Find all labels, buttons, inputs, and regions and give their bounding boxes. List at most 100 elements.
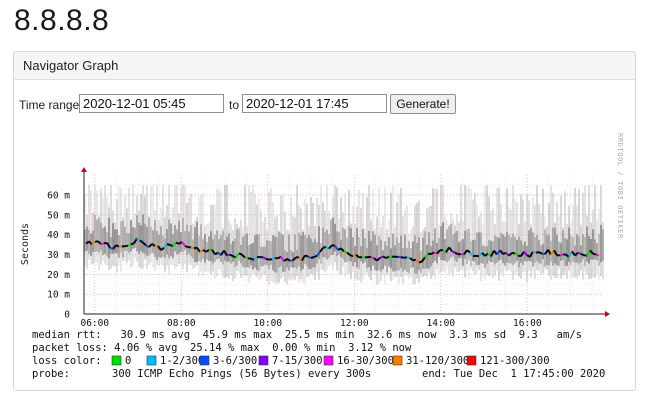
smoke-band-inner [380,239,382,272]
smoke-band-inner [356,228,358,268]
smoke-band-inner [538,240,540,263]
median-segment [328,244,333,250]
smoke-band-inner [518,236,520,268]
smoke-band-inner [358,237,360,269]
smoke-band-inner [568,227,570,263]
smoke-band-outer [520,194,522,279]
smoke-band-inner [204,233,206,263]
median-segment [148,243,153,248]
smoke-band-inner [444,238,446,261]
smoke-band-inner [182,217,184,253]
smoke-band-outer [182,185,184,270]
smoke-band-outer [274,216,276,283]
smoke-band-inner [166,229,168,255]
smoke-band-inner [196,221,198,262]
smoke-band-inner [98,217,100,253]
smoke-band-inner [116,229,118,254]
smoke-band-inner [242,236,244,268]
median-segment [277,255,282,260]
smoke-band-inner [488,240,490,261]
median-segment [415,259,420,264]
smoke-band-outer [400,187,402,277]
smoke-band-outer [538,204,540,272]
median-segment [355,253,360,259]
smoke-band-outer [394,227,396,278]
smoke-band-outer [376,216,378,285]
smoke-band-outer [186,202,188,273]
smoke-band-inner [298,232,300,267]
median-rtt-stats: median rtt: 30.9 ms avg 45.9 ms max 25.5… [32,329,582,341]
median-segment [301,254,306,262]
smoke-band-outer [448,224,450,276]
smoke-band-inner [472,240,474,261]
smoke-band-inner [596,243,598,261]
end-time-input[interactable] [242,94,387,113]
median-segment [535,251,540,254]
median-segment [319,247,324,253]
median-segment [85,240,90,245]
smoke-band-inner [560,242,562,261]
rrdtool-watermark: RRDTOOL / TOBI OETIKER [616,133,624,239]
grid-layer [84,175,603,314]
smoke-band-inner [86,226,88,251]
smoke-band-inner [584,236,586,267]
smoke-band-outer [142,185,144,269]
smoke-band-outer [280,195,282,279]
smoke-band-outer [402,216,404,285]
median-segment [526,254,531,258]
smoke-band-inner [336,231,338,257]
smoke-band-outer [136,194,138,262]
smoke-band-inner [572,237,574,262]
median-segment [469,251,474,257]
smoke-band-inner [348,226,350,261]
median-segment [202,248,207,253]
median-segment [430,251,435,255]
y-tick-label: 10 m [47,290,70,301]
smoke-band-outer [276,214,278,285]
median-segment [346,251,351,256]
smoke-band-inner [458,242,460,259]
smoke-band-inner [460,240,462,259]
median-segment [211,249,216,255]
smoke-band-inner [598,234,600,266]
smoke-band-outer [128,187,130,261]
median-segment [115,244,120,248]
smoke-band-outer [384,187,386,284]
smoke-band-outer [200,194,202,272]
median-segment [340,247,345,253]
x-tick-label: 10:00 [253,318,282,329]
smoke-band-outer [282,194,284,278]
smoke-band-inner [144,223,146,254]
smoke-band-outer [314,225,316,280]
smoke-band-outer [562,227,564,276]
smoke-band-outer [388,219,390,277]
smoke-band-inner [494,235,496,265]
smoke-band-outer [428,206,430,273]
start-time-input[interactable] [79,94,224,113]
generate-button[interactable]: Generate! [390,94,456,114]
median-segment [352,253,357,258]
smoke-band-outer [124,195,126,261]
smoke-band-outer [100,188,102,265]
smoke-band-outer [340,197,342,275]
smoke-band-outer [292,215,294,280]
smoke-band-inner [236,229,238,266]
smoke-band-outer [318,204,320,280]
smoke-band-outer [426,208,428,277]
smoke-band-inner [146,226,148,257]
smoke-band-inner [534,236,536,263]
smoke-band-inner [530,227,532,262]
smoke-band-outer [458,222,460,272]
smoke-band-outer [346,225,348,274]
smoke-band-outer [438,224,440,274]
smoke-band-inner [550,240,552,262]
smoke-band-inner [464,230,466,259]
median-segment [466,249,471,254]
smoke-band-inner [228,233,230,262]
smoke-band-inner [502,234,504,264]
smoke-band-inner [426,244,428,269]
smoke-band-inner [384,241,386,266]
smoke-band-outer [478,216,480,271]
smoke-band-outer [358,189,360,281]
smoke-band-inner [202,239,204,259]
